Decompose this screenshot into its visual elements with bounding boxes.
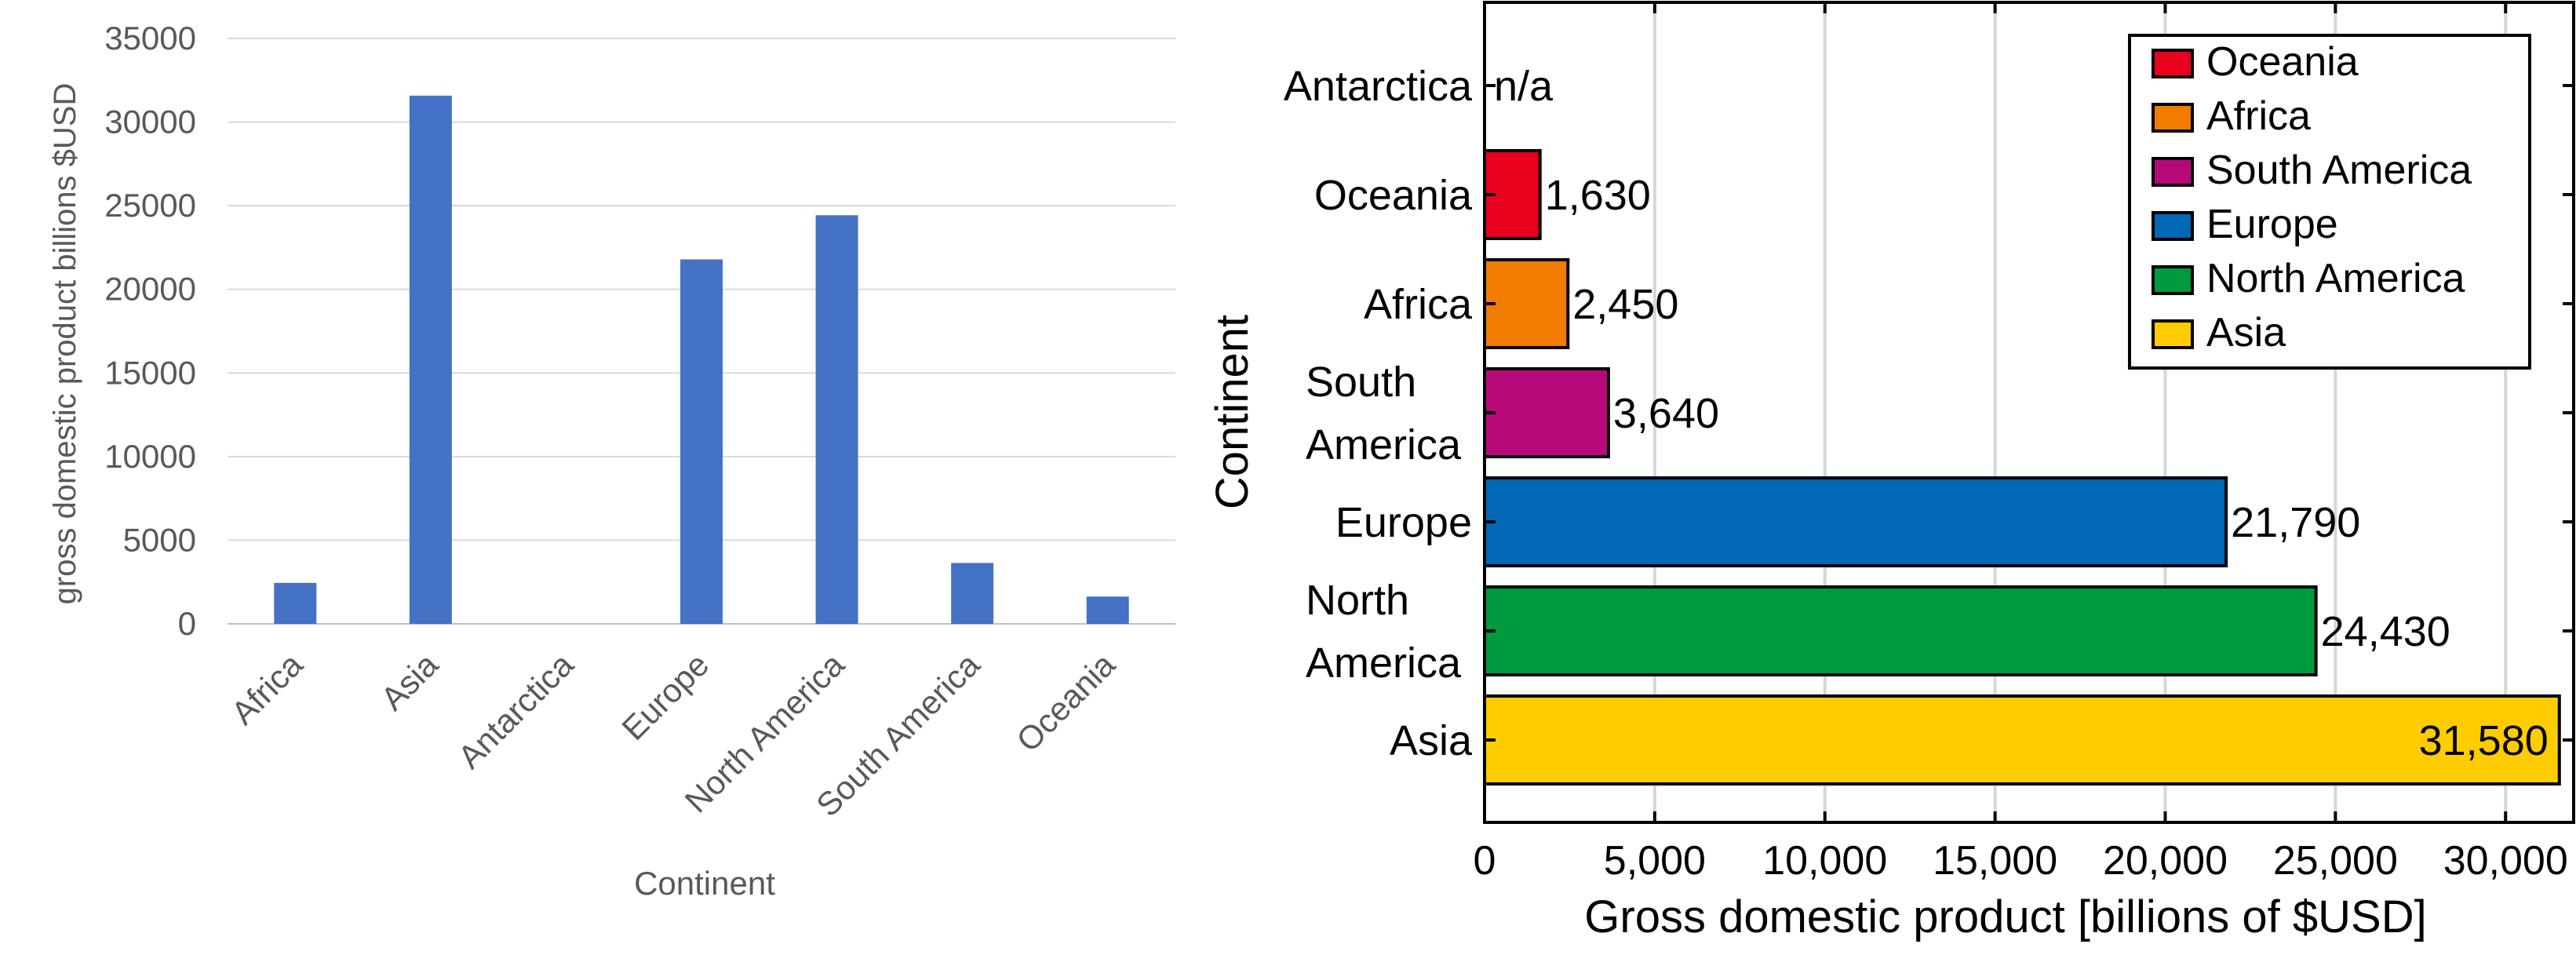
legend-entry-label: Asia — [2206, 310, 2286, 355]
right-value-label: 1,630 — [1545, 172, 1651, 219]
left-x-tick-label: Antarctica — [451, 646, 581, 776]
legend-entry-label: South America — [2206, 148, 2472, 193]
right-bar — [1483, 585, 2318, 676]
left-bar — [815, 215, 858, 624]
right-bar — [1483, 694, 2561, 786]
left-x-axis-label: Continent — [634, 865, 775, 902]
right-x-tick-label: 0 — [1474, 838, 1496, 884]
right-x-tick-label: 25,000 — [2273, 838, 2398, 884]
right-y-tick-label: South — [1306, 359, 1416, 406]
right-value-label: 24,430 — [2321, 608, 2450, 655]
right-x-tick-label: 5,000 — [1604, 838, 1706, 884]
left-y-tick-label: 10000 — [104, 438, 196, 475]
left-y-axis-label: gross domestic product billions $USD — [48, 83, 82, 605]
left-y-tick-label: 30000 — [104, 104, 196, 140]
legend-entry-label: Europe — [2206, 202, 2338, 247]
left-bar — [1086, 596, 1129, 624]
right-bars — [1483, 149, 2561, 786]
right-x-tick-label: 10,000 — [1762, 838, 1887, 884]
right-y-tick-label: America — [1306, 421, 1462, 468]
right-x-tick-label: 15,000 — [1933, 838, 2057, 884]
right-x-tick-label: 20,000 — [2103, 838, 2228, 884]
right-y-tick-label: Africa — [1364, 281, 1473, 328]
legend-swatch — [2152, 157, 2194, 187]
right-value-label: n/a — [1494, 63, 1554, 110]
right-value-label: 2,450 — [1572, 281, 1678, 328]
right-plot-frame — [1483, 1, 2575, 824]
right-y-tick-labels: Asia North America Europe South America Africa… — [1284, 63, 1473, 764]
legend-swatch — [2152, 319, 2194, 349]
legend-entry-label: North America — [2206, 256, 2465, 301]
right-bar-chart: 31,580 24,430 21,790 3,640 2,450 1,630 n/a Asi… — [1207, 1, 2575, 942]
legend-entry-label: Africa — [2206, 93, 2311, 139]
left-y-tick-labels: 0 5000 10000 15000 20000 25000 30000 35000 — [104, 20, 196, 642]
left-x-tick-label: Africa — [224, 646, 311, 732]
left-y-tick-label: 25000 — [104, 187, 196, 224]
legend-swatch — [2152, 49, 2194, 78]
right-y-axis-label: Continent — [1207, 315, 1258, 509]
left-y-tick-label: 15000 — [104, 354, 196, 391]
right-y-tick-label: North — [1306, 577, 1409, 624]
legend-swatch — [2152, 265, 2194, 295]
left-y-tick-label: 5000 — [123, 521, 196, 558]
right-y-tick-label: Europe — [1335, 499, 1472, 546]
left-y-tick-label: 20000 — [104, 271, 196, 308]
right-y-tick-label: Oceania — [1314, 172, 1473, 219]
legend-swatch — [2152, 211, 2194, 241]
left-y-tick-label: 35000 — [104, 20, 196, 56]
right-legend: Oceania Africa South America Europe North Am… — [2128, 34, 2531, 370]
right-y-tick-label: America — [1306, 640, 1462, 687]
right-x-tick-labels: 0 5,000 10,000 15,000 20,000 25,000 30,000 — [1474, 838, 2568, 884]
legend-swatch — [2152, 103, 2194, 133]
right-bar — [1483, 258, 1570, 349]
left-bar — [951, 563, 994, 624]
right-bar — [1483, 367, 1610, 458]
left-bar — [680, 259, 723, 624]
left-x-tick-label: Europe — [614, 646, 716, 747]
left-bar — [274, 582, 317, 624]
legend-box — [2128, 34, 2531, 370]
right-x-axis-label: Gross domestic product [billions of $USD… — [1584, 891, 2426, 942]
right-value-labels: 31,580 24,430 21,790 3,640 2,450 1,630 n/a — [1494, 63, 2549, 764]
right-value-label: 3,640 — [1613, 390, 1719, 437]
right-value-label: 21,790 — [2231, 499, 2360, 546]
right-bar — [1483, 476, 2228, 567]
left-x-tick-label: Asia — [373, 646, 445, 717]
right-x-tick-label: 30,000 — [2443, 838, 2568, 884]
left-bar-chart: 0 5000 10000 15000 20000 25000 30000 35000 Afri… — [48, 20, 1175, 902]
right-y-tick-label: Asia — [1390, 717, 1473, 764]
left-bars — [274, 95, 1129, 625]
legend-entry-label: Oceania — [2206, 39, 2359, 85]
left-bar — [409, 95, 452, 625]
left-x-tick-label: Oceania — [1009, 646, 1122, 759]
right-y-tick-label: Antarctica — [1284, 63, 1473, 110]
right-value-label: 31,580 — [2419, 717, 2549, 764]
left-y-tick-label: 0 — [178, 605, 196, 642]
